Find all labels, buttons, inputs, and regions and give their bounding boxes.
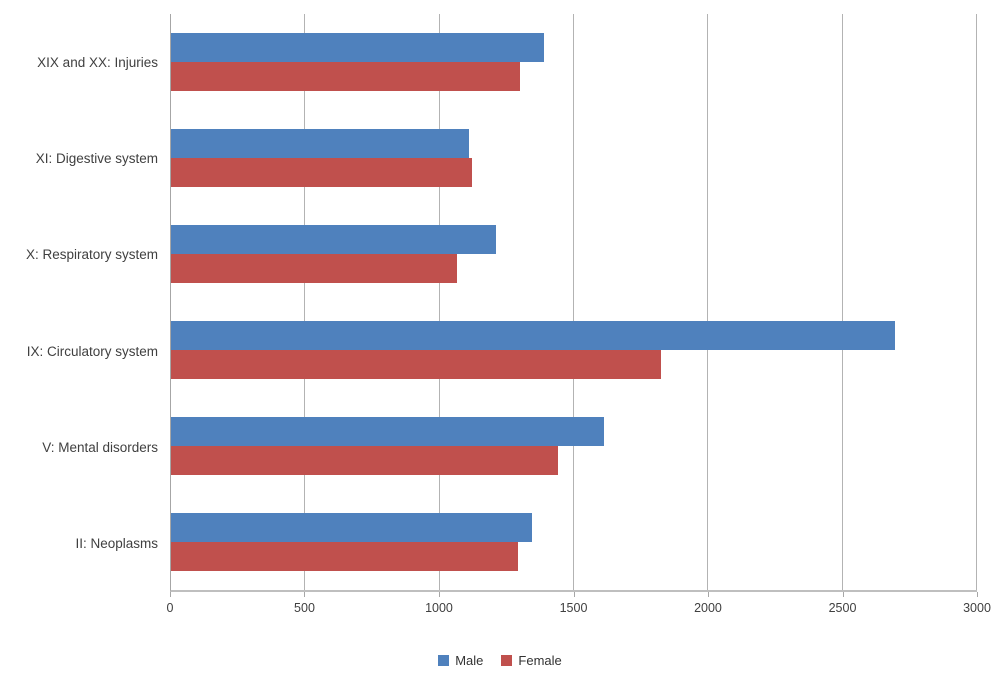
- bar-female-1: [171, 62, 521, 91]
- legend-item-female: Female: [501, 653, 562, 668]
- category-label: XI: Digestive system: [35, 150, 158, 166]
- legend: Male Female: [0, 653, 1000, 668]
- tick-label-x-500: 500: [294, 601, 315, 615]
- tick-mark-x-0: [170, 592, 171, 597]
- gridline-x-1000: [438, 14, 440, 590]
- plot-area: [170, 14, 977, 592]
- gridline-x-2000: [707, 14, 709, 590]
- legend-swatch-male: [438, 655, 450, 666]
- x-axis: 0 500 1000 1500 2000 2500 3000: [166, 592, 991, 622]
- bar-male-2: [171, 129, 470, 158]
- bar-female-2: [171, 158, 472, 187]
- bar-female-3: [171, 254, 458, 283]
- legend-label-male: Male: [455, 653, 484, 668]
- tick-label-x-2500: 2500: [828, 601, 857, 615]
- bar-male-1: [171, 33, 545, 62]
- gridline-x-500: [304, 14, 306, 590]
- tick-mark-x-2000: [707, 592, 709, 597]
- bar-female-5: [171, 446, 558, 475]
- gridline-x-1500: [573, 14, 574, 590]
- gridline-x-2500: [841, 14, 843, 590]
- bar-male-5: [171, 417, 604, 446]
- category-label: XIX and XX: Injuries: [37, 54, 158, 70]
- tick-label-x-1000: 1000: [425, 601, 453, 615]
- bar-female-4: [171, 350, 662, 379]
- tick-mark-x-3000: [977, 592, 978, 597]
- category-axis-labels: XIX and XX: Injuries XI: Digestive system…: [0, 14, 158, 592]
- category-label: V: Mental disorders: [42, 439, 158, 455]
- bar-female-6: [171, 542, 518, 571]
- tick-mark-x-500: [304, 592, 306, 597]
- category-label: X: Respiratory system: [25, 247, 158, 263]
- bar-male-4: [171, 321, 896, 350]
- tick-label-x-3000: 3000: [963, 601, 991, 615]
- category-label: IX: Circulatory system: [26, 343, 158, 359]
- bar-male-6: [171, 513, 533, 542]
- legend-swatch-female: [501, 655, 513, 666]
- tick-mark-x-1000: [438, 592, 440, 597]
- tick-label-x-0: 0: [166, 601, 174, 615]
- legend-item-male: Male: [438, 653, 483, 668]
- category-label: II: Neoplasms: [75, 536, 158, 552]
- bar-male-3: [171, 225, 497, 254]
- tick-label-x-2000: 2000: [694, 601, 722, 615]
- gridline-x-3000: [976, 14, 977, 590]
- tick-mark-x-2500: [842, 592, 844, 597]
- legend-label-female: Female: [518, 653, 562, 668]
- tick-mark-x-1500: [573, 592, 575, 597]
- tick-label-x-1500: 1500: [559, 601, 588, 615]
